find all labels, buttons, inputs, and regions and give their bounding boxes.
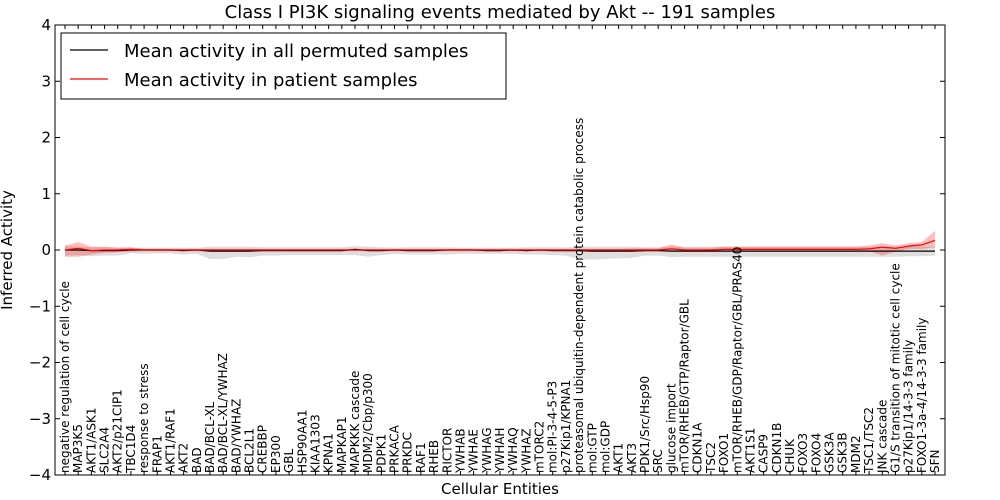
entity-label: HSP90AA1 (295, 409, 309, 473)
entity-labels: negative regulation of cell cycle MAP3K5 A… (58, 118, 942, 474)
plot-area (64, 230, 936, 260)
entity-label: CASP9 (757, 434, 771, 473)
entity-label: CHUK (783, 438, 797, 473)
entity-label: RICTOR (440, 428, 454, 473)
entity-label: mol:PI-3-4-5-P3 (546, 381, 560, 473)
entity-label: mTOR/RHEB/GTP/Raptor/GBL (678, 299, 692, 473)
entity-label: GSK3A (823, 432, 837, 473)
entity-label: YWHAE (467, 429, 481, 474)
entity-label: PDK1/Src/Hsp90 (638, 376, 652, 473)
entity-label: AKT1/RAF1 (163, 408, 177, 473)
entity-label: MAPKKK cascade (348, 371, 362, 473)
y-tick-label: 1 (41, 185, 51, 203)
entity-label: JNK cascade (875, 400, 889, 474)
entity-label: YWHAG (480, 427, 494, 474)
y-tick-label: −1 (29, 297, 51, 315)
entity-label: YWHAH (493, 428, 507, 474)
entity-label: FOXO1 (717, 433, 731, 473)
entity-label: PRKACA (388, 424, 402, 473)
axis-ticks: 4 3 2 1 0 −1 −2 −3 −4 (29, 16, 945, 484)
entity-label: GBL (282, 448, 296, 473)
entity-label: mol:GTP (585, 423, 599, 473)
entity-label: SFN (928, 450, 942, 474)
entity-label: YWHAZ (519, 428, 533, 474)
entity-label: CREBBP (256, 425, 270, 473)
entity-label: RHEB (427, 440, 441, 473)
y-tick-label: −2 (29, 354, 51, 372)
entity-label: mol:GDP (598, 421, 612, 473)
entity-label: SLC2A4 (98, 427, 112, 473)
entity-label: mTOR/RHEB/GDP/Raptor/GBL/PRAS40 (730, 247, 744, 473)
entity-label: YWHAB (453, 428, 467, 474)
y-tick-label: −4 (29, 466, 51, 484)
entity-label: BCL2L1 (243, 428, 257, 473)
entity-label: FOXO1-3a-4/14-3-3 family (915, 318, 929, 473)
entity-label: AKT1S1 (743, 428, 757, 473)
y-tick-label: 4 (41, 16, 51, 34)
entity-label: response to stress (137, 363, 151, 473)
entity-label: AKT3 (625, 443, 639, 473)
entity-label: PDPK1 (374, 434, 388, 473)
entity-label: YWHAQ (506, 427, 520, 474)
entity-label: AKT2/p21CIP1 (111, 389, 125, 473)
legend-label-permuted: Mean activity in all permuted samples (124, 41, 468, 62)
y-axis-label: Inferred Activity (0, 190, 16, 310)
entity-label: TSC1/TSC2 (862, 407, 876, 474)
entity-label: MAP3K5 (71, 424, 85, 473)
entity-label: FOXO4 (809, 433, 823, 473)
entity-label: CDKN1B (770, 423, 784, 473)
entity-label: KIAA1303 (308, 414, 322, 473)
chart-title: Class I PI3K signaling events mediated b… (225, 2, 776, 23)
entity-label: AKT2 (177, 443, 191, 473)
entity-label: TBC1D4 (124, 425, 138, 474)
x-axis-label: Cellular Entities (441, 480, 559, 498)
entity-label: BAD (190, 447, 204, 473)
entity-label: TSC2 (704, 442, 718, 474)
entity-label: FOXO3 (796, 433, 810, 473)
entity-label: BAD/YWHAZ (229, 399, 243, 473)
entity-label: RAF1 (414, 442, 428, 473)
entity-label: GSK3B (836, 432, 850, 473)
entity-label: AKT1 (612, 443, 626, 473)
entity-label: G1/S transition of mitotic cell cycle (888, 263, 902, 473)
entity-label: BAD/BCL-XL/YWHAZ (216, 353, 230, 473)
entity-label: EP300 (269, 435, 283, 473)
entity-label: glucose import (664, 383, 678, 473)
entity-label: BAD/BCL-XL (203, 401, 217, 473)
entity-label: FRAP1 (150, 435, 164, 473)
y-tick-label: 3 (41, 72, 51, 90)
entity-label: MDM2 (849, 435, 863, 473)
legend-label-patient: Mean activity in patient samples (124, 70, 418, 91)
entity-label: p27Kip1/KPNA1 (559, 380, 573, 473)
entity-label: proteasomal ubiquitin-dependent protein … (572, 118, 586, 473)
entity-label: PRKDC (401, 432, 415, 473)
entity-label: CDKN1A (691, 422, 705, 473)
series-line-patient (64, 239, 936, 252)
entity-label: negative regulation of cell cycle (58, 281, 72, 473)
entity-label: MDM2/Cbp/p300 (361, 373, 375, 473)
entity-label: mTORC2 (533, 421, 547, 473)
legend-box (60, 32, 507, 100)
legend: Mean activity in all permuted samples Me… (60, 32, 507, 100)
y-tick-label: 2 (41, 129, 51, 147)
y-tick-label: 0 (41, 241, 51, 259)
entity-label: MAPKAP1 (335, 416, 349, 473)
entity-label: p27Kip1/14-3-3 family (902, 340, 916, 473)
entity-label: AKT1/ASK1 (84, 408, 98, 473)
y-tick-label: −3 (29, 410, 51, 428)
entity-label: KPNA1 (322, 433, 336, 473)
entity-label: SRC (651, 449, 665, 473)
